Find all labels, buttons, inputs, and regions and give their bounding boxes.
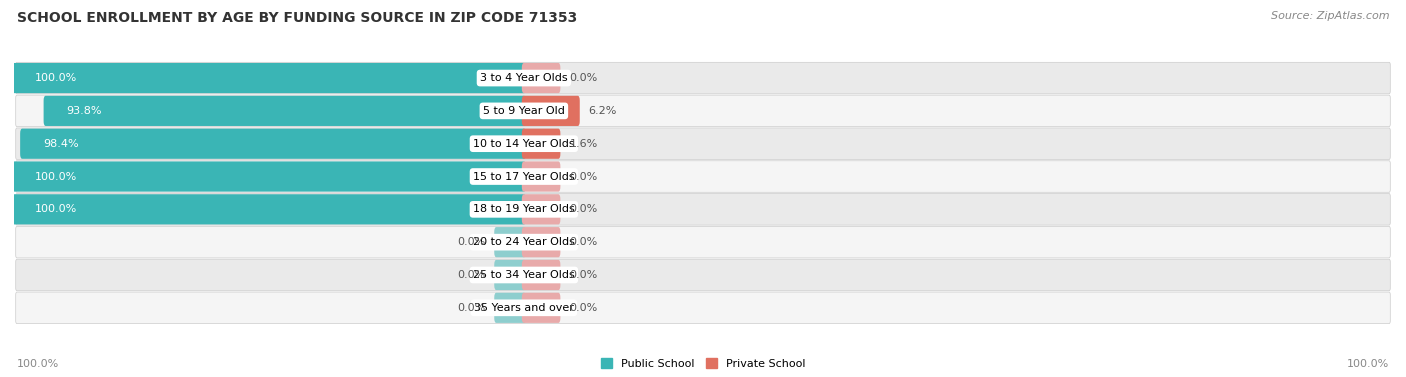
Text: 93.8%: 93.8% xyxy=(66,106,101,116)
FancyBboxPatch shape xyxy=(15,128,1391,159)
FancyBboxPatch shape xyxy=(15,259,1391,291)
Text: 18 to 19 Year Olds: 18 to 19 Year Olds xyxy=(472,204,575,215)
FancyBboxPatch shape xyxy=(522,194,561,224)
FancyBboxPatch shape xyxy=(15,227,1391,258)
FancyBboxPatch shape xyxy=(15,161,1391,192)
Text: 100.0%: 100.0% xyxy=(17,359,59,369)
FancyBboxPatch shape xyxy=(13,63,526,93)
FancyBboxPatch shape xyxy=(20,129,526,159)
Text: 0.0%: 0.0% xyxy=(569,204,598,215)
FancyBboxPatch shape xyxy=(522,129,561,159)
FancyBboxPatch shape xyxy=(13,194,526,224)
FancyBboxPatch shape xyxy=(15,292,1391,323)
FancyBboxPatch shape xyxy=(495,227,526,257)
FancyBboxPatch shape xyxy=(522,293,561,323)
FancyBboxPatch shape xyxy=(495,293,526,323)
Text: 0.0%: 0.0% xyxy=(569,172,598,181)
Text: 3 to 4 Year Olds: 3 to 4 Year Olds xyxy=(479,73,568,83)
Text: 0.0%: 0.0% xyxy=(457,303,485,313)
Text: 5 to 9 Year Old: 5 to 9 Year Old xyxy=(482,106,565,116)
Text: 0.0%: 0.0% xyxy=(569,237,598,247)
FancyBboxPatch shape xyxy=(522,260,561,290)
Text: 100.0%: 100.0% xyxy=(35,73,77,83)
Text: 0.0%: 0.0% xyxy=(569,270,598,280)
Text: 98.4%: 98.4% xyxy=(44,139,79,149)
FancyBboxPatch shape xyxy=(522,96,579,126)
FancyBboxPatch shape xyxy=(522,63,561,93)
FancyBboxPatch shape xyxy=(15,194,1391,225)
Text: 15 to 17 Year Olds: 15 to 17 Year Olds xyxy=(472,172,575,181)
FancyBboxPatch shape xyxy=(522,227,561,257)
Text: 6.2%: 6.2% xyxy=(589,106,617,116)
Text: 100.0%: 100.0% xyxy=(1347,359,1389,369)
FancyBboxPatch shape xyxy=(522,161,561,192)
Text: 20 to 24 Year Olds: 20 to 24 Year Olds xyxy=(472,237,575,247)
Text: 25 to 34 Year Olds: 25 to 34 Year Olds xyxy=(472,270,575,280)
Text: 0.0%: 0.0% xyxy=(569,73,598,83)
Text: 0.0%: 0.0% xyxy=(569,303,598,313)
Text: SCHOOL ENROLLMENT BY AGE BY FUNDING SOURCE IN ZIP CODE 71353: SCHOOL ENROLLMENT BY AGE BY FUNDING SOUR… xyxy=(17,11,576,25)
Legend: Public School, Private School: Public School, Private School xyxy=(600,359,806,369)
FancyBboxPatch shape xyxy=(15,62,1391,94)
Text: 0.0%: 0.0% xyxy=(457,237,485,247)
Text: 0.0%: 0.0% xyxy=(457,270,485,280)
Text: 100.0%: 100.0% xyxy=(35,172,77,181)
Text: 1.6%: 1.6% xyxy=(569,139,598,149)
FancyBboxPatch shape xyxy=(13,161,526,192)
FancyBboxPatch shape xyxy=(495,260,526,290)
Text: Source: ZipAtlas.com: Source: ZipAtlas.com xyxy=(1271,11,1389,21)
Text: 100.0%: 100.0% xyxy=(35,204,77,215)
Text: 10 to 14 Year Olds: 10 to 14 Year Olds xyxy=(472,139,575,149)
Text: 35 Years and over: 35 Years and over xyxy=(474,303,574,313)
FancyBboxPatch shape xyxy=(15,95,1391,127)
FancyBboxPatch shape xyxy=(44,96,526,126)
